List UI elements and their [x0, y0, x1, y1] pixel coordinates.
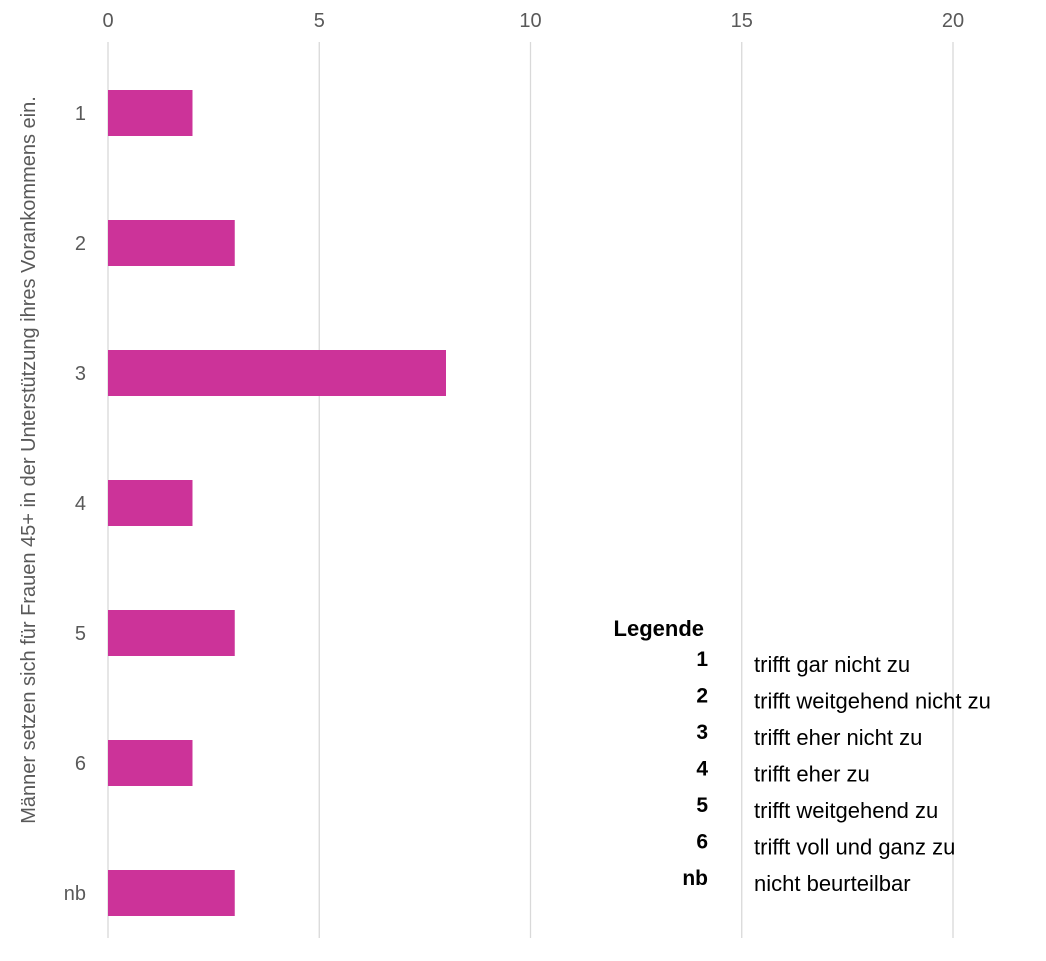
- x-tick-label: 15: [731, 10, 753, 32]
- y-tick-label: nb: [64, 883, 86, 905]
- legend-label: trifft weitgehend nicht zu: [754, 689, 991, 714]
- bar-4: [108, 480, 193, 526]
- y-tick-label: 5: [75, 623, 86, 645]
- legend-code: 5: [696, 794, 708, 817]
- bars: [108, 90, 446, 916]
- bar-6: [108, 740, 193, 786]
- legend-label: trifft voll und ganz zu: [754, 835, 955, 860]
- bar-5: [108, 610, 235, 656]
- y-tick-label: 4: [75, 493, 86, 515]
- legend-label: trifft weitgehend zu: [754, 798, 938, 823]
- legend-code: nb: [682, 867, 708, 890]
- legend-code: 3: [696, 721, 708, 744]
- y-axis-title: Männer setzen sich für Frauen 45+ in der…: [18, 96, 40, 824]
- gridlines: [107, 42, 954, 938]
- bar-2: [108, 220, 235, 266]
- x-tick-label: 20: [942, 10, 964, 32]
- x-tick-label: 10: [519, 10, 541, 32]
- y-tick-label: 6: [75, 753, 86, 775]
- legend-entries: 1 trifft gar nicht zu 2 trifft weitgehend n…: [682, 648, 991, 896]
- legend-label: trifft eher zu: [754, 762, 870, 787]
- y-tick-label: 1: [75, 103, 86, 125]
- bar-3: [108, 350, 446, 396]
- legend: Legende 1 trifft gar nicht zu 2 trifft weit…: [614, 616, 991, 896]
- legend-code: 4: [696, 758, 708, 781]
- legend-label: trifft eher nicht zu: [754, 725, 922, 750]
- x-tick-label: 5: [314, 10, 325, 32]
- legend-label: trifft gar nicht zu: [754, 652, 910, 677]
- y-tick-labels: 1 2 3 4 5 6 nb: [64, 103, 86, 905]
- bar-nb: [108, 870, 235, 916]
- x-tick-label: 0: [102, 10, 113, 32]
- legend-code: 6: [696, 831, 708, 854]
- legend-title: Legende: [614, 616, 704, 641]
- legend-label: nicht beurteilbar: [754, 871, 911, 896]
- y-tick-label: 2: [75, 233, 86, 255]
- y-tick-label: 3: [75, 363, 86, 385]
- legend-code: 1: [696, 648, 708, 671]
- bar-1: [108, 90, 193, 136]
- legend-code: 2: [696, 685, 708, 708]
- x-tick-labels: 0 5 10 15 20: [102, 10, 964, 32]
